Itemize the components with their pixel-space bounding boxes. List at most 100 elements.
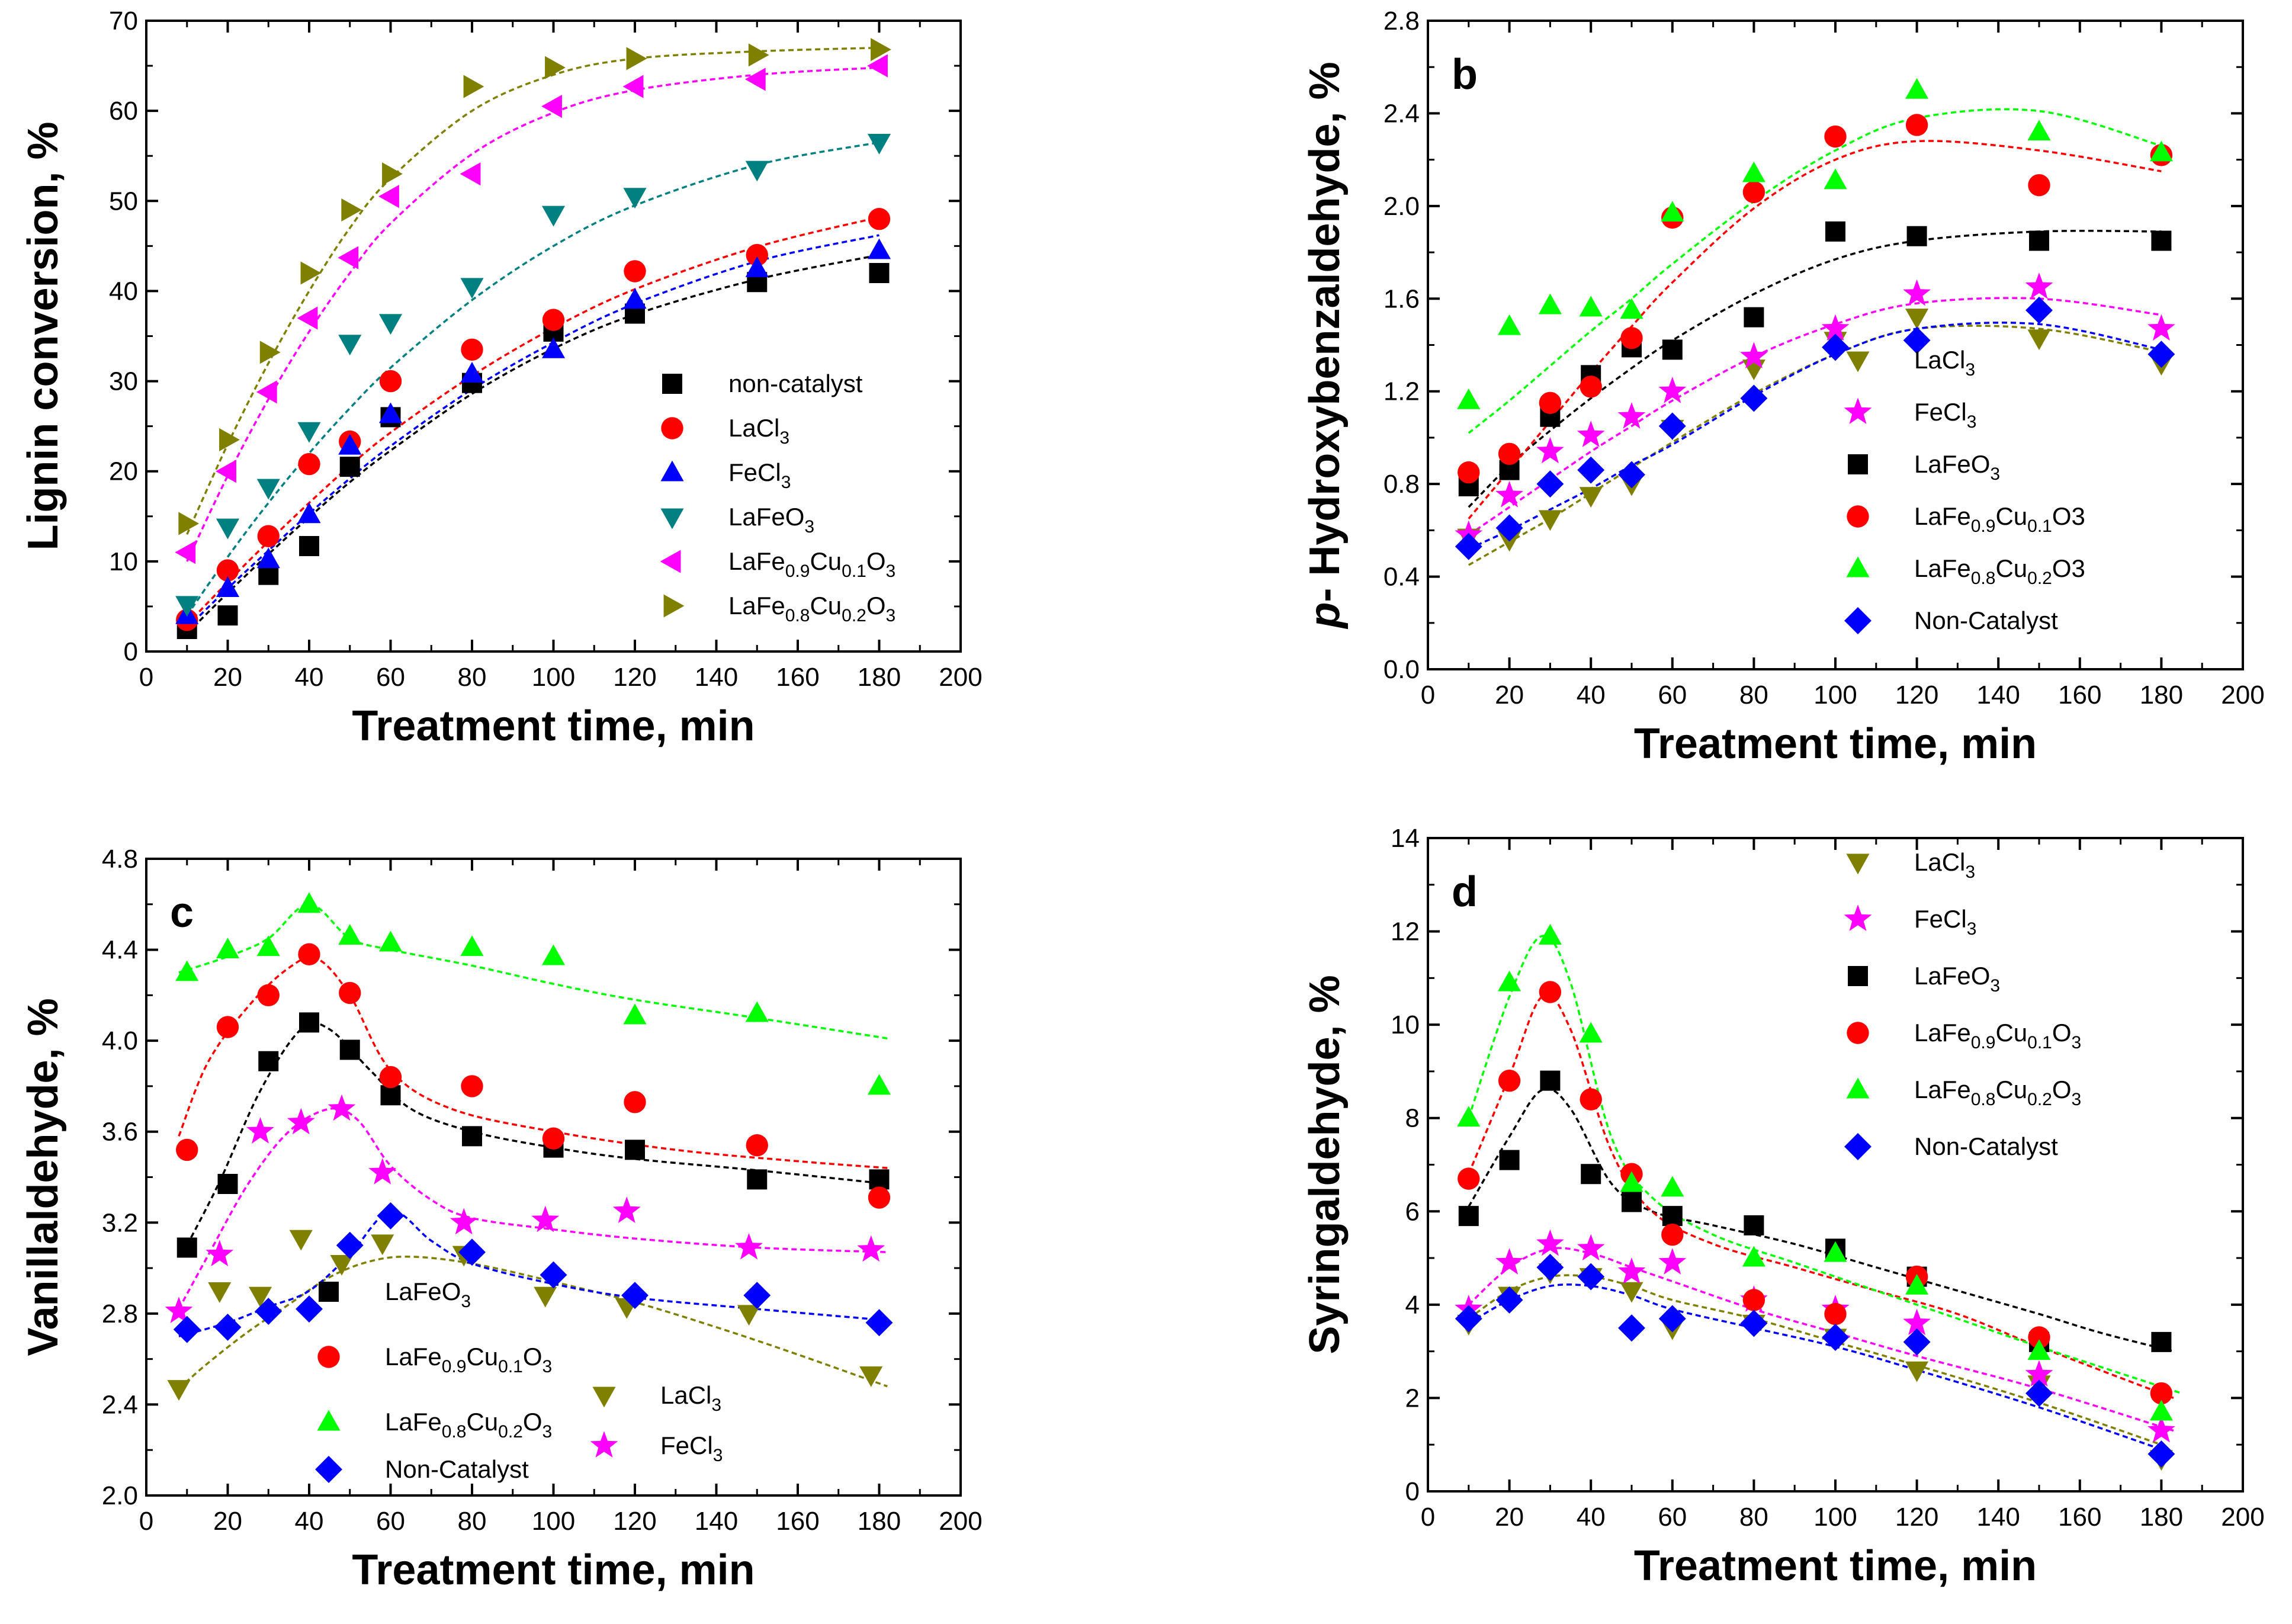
data-point-lafe0-8cu0-2o3 xyxy=(867,1074,891,1095)
data-point-lafeo3 xyxy=(2151,1331,2172,1352)
fit-curve-lafeo3 xyxy=(186,1022,888,1246)
y-tick-label: 0 xyxy=(1405,1477,1420,1506)
y-tick-label: 2.0 xyxy=(102,1481,138,1510)
y-tick-label: 30 xyxy=(109,367,138,396)
data-point-lacl3 xyxy=(330,1254,354,1276)
data-point-lafe0-8cu0-2o3 xyxy=(1579,1022,1603,1043)
data-point-fecl3 xyxy=(623,288,647,309)
data-point-non-catalyst xyxy=(1455,532,1482,560)
data-point-lafe0-8cu0-2o3 xyxy=(1498,314,1521,335)
x-tick-label: 140 xyxy=(1976,681,2020,710)
data-point-lacl3 xyxy=(1905,1361,1929,1382)
legend-marker-lafe0-9cu0-1o3 xyxy=(1847,1022,1869,1044)
y-axis-title: Lignin conversion, % xyxy=(20,121,67,550)
data-point-lacl3 xyxy=(2027,329,2051,351)
legend-marker-lacl3 xyxy=(661,417,683,439)
data-point-lafe0-8cu0-2o3 xyxy=(2027,1339,2051,1360)
data-point-non-catalyst xyxy=(865,1309,893,1337)
data-point-lafe0-9cu0-1o3 xyxy=(744,68,766,91)
fit-curve-fecl3 xyxy=(1468,297,2162,536)
legend-label-fecl3: FeCl3 xyxy=(1914,905,1976,939)
fit-curve-lafe0-9cu0-1o3 xyxy=(178,956,888,1169)
data-point-lafe0-8cu0-2o3 xyxy=(178,512,200,535)
data-point-non-catalyst xyxy=(1536,470,1564,498)
data-point-lafeo3 xyxy=(256,479,280,500)
data-point-lafeo3 xyxy=(869,1169,890,1190)
data-point-lacl3 xyxy=(737,1305,761,1326)
y-tick-label: 4.0 xyxy=(102,1026,138,1055)
x-tick-label: 60 xyxy=(376,1507,405,1536)
panel-d-syringaldehyde: 0 20 40 60 80 100 120 140 160 180 200 0 2 4 6 8 10 12 14 Tr… xyxy=(1301,824,2265,1590)
data-point-non-catalyst xyxy=(458,1238,486,1266)
data-point-lafe0-8cu0-2o3 xyxy=(460,935,484,957)
data-point-lafe0-9cu0-1o3 xyxy=(542,1127,565,1150)
data-point-non-catalyst xyxy=(2147,1440,2175,1468)
legend-label-lafe0-8cu0-2o3: LaFe0.8Cu0.2O3 xyxy=(728,592,895,625)
data-point-fecl3 xyxy=(246,1117,274,1144)
legend-label-non-catalyst: Non-Catalyst xyxy=(1914,606,2058,634)
data-point-lafe0-9cu0-1o3 xyxy=(868,1186,891,1209)
y-tick-label: 1.2 xyxy=(1383,377,1420,406)
data-point-lafe0-9cu0-1o3 xyxy=(1580,1088,1602,1111)
data-point-lafe0-8cu0-2o3 xyxy=(1457,388,1481,409)
x-tick-label: 140 xyxy=(1976,1503,2020,1532)
data-point-non-catalyst xyxy=(1822,1324,1849,1351)
data-point-non-catalyst xyxy=(1455,1305,1482,1333)
data-point-lacl3 xyxy=(859,1366,883,1387)
data-point-fecl3 xyxy=(857,1235,885,1262)
data-point-lafeo3 xyxy=(1499,460,1520,480)
y-axis-title: Syringaldehyde, % xyxy=(1301,975,1349,1354)
data-point-lafe0-8cu0-2o3 xyxy=(1742,161,1765,182)
data-point-non-catalyst xyxy=(2025,1379,2053,1407)
data-point-non-catalyst xyxy=(255,1298,283,1325)
data-point-lafe0-9cu0-1o3 xyxy=(1498,1069,1521,1092)
data-point-lafe0-9cu0-1o3 xyxy=(1498,442,1521,466)
data-point-lafeo3 xyxy=(625,1140,645,1160)
data-point-fecl3 xyxy=(378,402,403,423)
x-tick-label: 40 xyxy=(295,663,324,692)
data-point-lacl3 xyxy=(534,1286,557,1308)
data-point-lafe0-8cu0-2o3 xyxy=(623,1003,647,1025)
data-point-fecl3 xyxy=(867,238,891,259)
data-point-fecl3 xyxy=(338,434,362,455)
x-tick-label: 60 xyxy=(1658,1503,1687,1532)
data-point-lacl3 xyxy=(1742,360,1765,381)
panel-label: c xyxy=(170,889,194,936)
data-point-lafe0-8cu0-2o3 xyxy=(1824,1241,1847,1262)
data-point-lafe0-8cu0-2o3 xyxy=(216,938,240,959)
legend-label-non-catalyst: non-catalyst xyxy=(728,370,863,397)
data-point-fecl3 xyxy=(1536,437,1564,464)
data-point-non-catalyst xyxy=(2025,296,2053,324)
data-point-lafe0-9cu0-1o3 xyxy=(622,75,644,98)
data-point-non-catalyst xyxy=(214,1313,242,1341)
legend-marker-fecl3 xyxy=(1844,904,1872,931)
data-point-lafe0-9cu0-1o3 xyxy=(1905,114,1928,136)
y-tick-label: 60 xyxy=(109,97,138,126)
legend-marker-lacl3 xyxy=(592,1387,616,1408)
data-point-fecl3 xyxy=(1658,1248,1687,1275)
x-axis-title: Treatment time, min xyxy=(352,702,755,750)
legend-marker-lafe0-8cu0-2o3 xyxy=(663,594,685,618)
data-point-lafeo3 xyxy=(623,188,647,209)
fit-curve-lacl3 xyxy=(178,1256,888,1389)
data-point-lafe0-8cu0-2o3 xyxy=(1579,296,1603,317)
y-tick-label: 12 xyxy=(1391,917,1420,946)
legend-label-lafeo3: LaFeO3 xyxy=(728,503,814,537)
fit-curve-lafe0-9cu0-1o3 xyxy=(1468,993,2174,1400)
data-point-fecl3 xyxy=(531,1205,560,1233)
fit-curve-fecl3 xyxy=(178,1107,888,1310)
y-tick-label: 50 xyxy=(109,187,138,216)
data-point-fecl3 xyxy=(1617,1257,1646,1284)
data-point-lafe0-8cu0-2o3 xyxy=(300,261,322,285)
data-point-lafe0-8cu0-2o3 xyxy=(297,892,321,913)
data-point-fecl3 xyxy=(328,1094,356,1121)
data-point-lafe0-9cu0-1o3 xyxy=(257,984,280,1007)
x-tick-label: 60 xyxy=(1658,681,1687,710)
data-point-lacl3 xyxy=(1905,309,1929,329)
x-tick-label: 100 xyxy=(1813,1503,1857,1532)
data-point-lafeo3 xyxy=(1581,1164,1601,1185)
data-point-lafeo3 xyxy=(175,596,199,617)
data-point-lacl3 xyxy=(1620,1282,1643,1303)
legend-marker-fecl3 xyxy=(660,460,684,482)
data-point-lafe0-8cu0-2o3 xyxy=(1661,201,1684,222)
